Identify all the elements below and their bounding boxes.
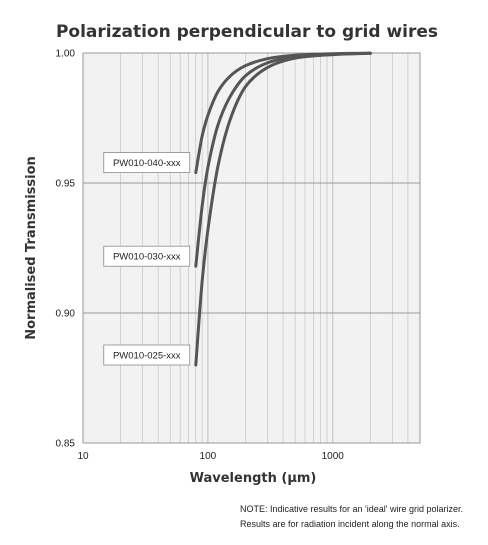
plot-frame xyxy=(82,52,421,444)
y-tick-label: 1.00 xyxy=(56,49,76,60)
tick-labels: 10 100 1000 0.85 0.90 0.95 1.00 xyxy=(56,49,345,463)
series-label-box xyxy=(103,152,191,174)
x-tick-label: 10 xyxy=(77,451,89,462)
series-label-box xyxy=(103,344,191,366)
note-line-1: NOTE: Indicative results for an 'ideal' … xyxy=(240,504,464,514)
y-axis-label: Normalised Transmission xyxy=(24,156,39,340)
x-tick-label: 100 xyxy=(200,451,217,462)
series-label: PW010-025-xxx xyxy=(113,351,181,362)
series-label: PW010-040-xxx xyxy=(113,158,181,169)
x-tick-label: 1000 xyxy=(322,451,345,462)
series-line xyxy=(194,51,372,367)
series-label: PW010-030-xxx xyxy=(113,252,181,263)
series-label-box xyxy=(103,245,191,267)
series xyxy=(194,51,372,367)
x-axis-label: Wavelength (µm) xyxy=(190,471,317,486)
note-line-2: Results are for radiation incident along… xyxy=(240,519,460,529)
series-labels: PW010-040-xxx PW010-030-xxx PW010-025-xxx xyxy=(103,152,191,366)
y-tick-label: 0.95 xyxy=(56,179,76,190)
chart-title: Polarization perpendicular to grid wires xyxy=(56,22,438,42)
y-tick-label: 0.90 xyxy=(56,309,76,320)
y-tick-label: 0.85 xyxy=(56,439,76,450)
